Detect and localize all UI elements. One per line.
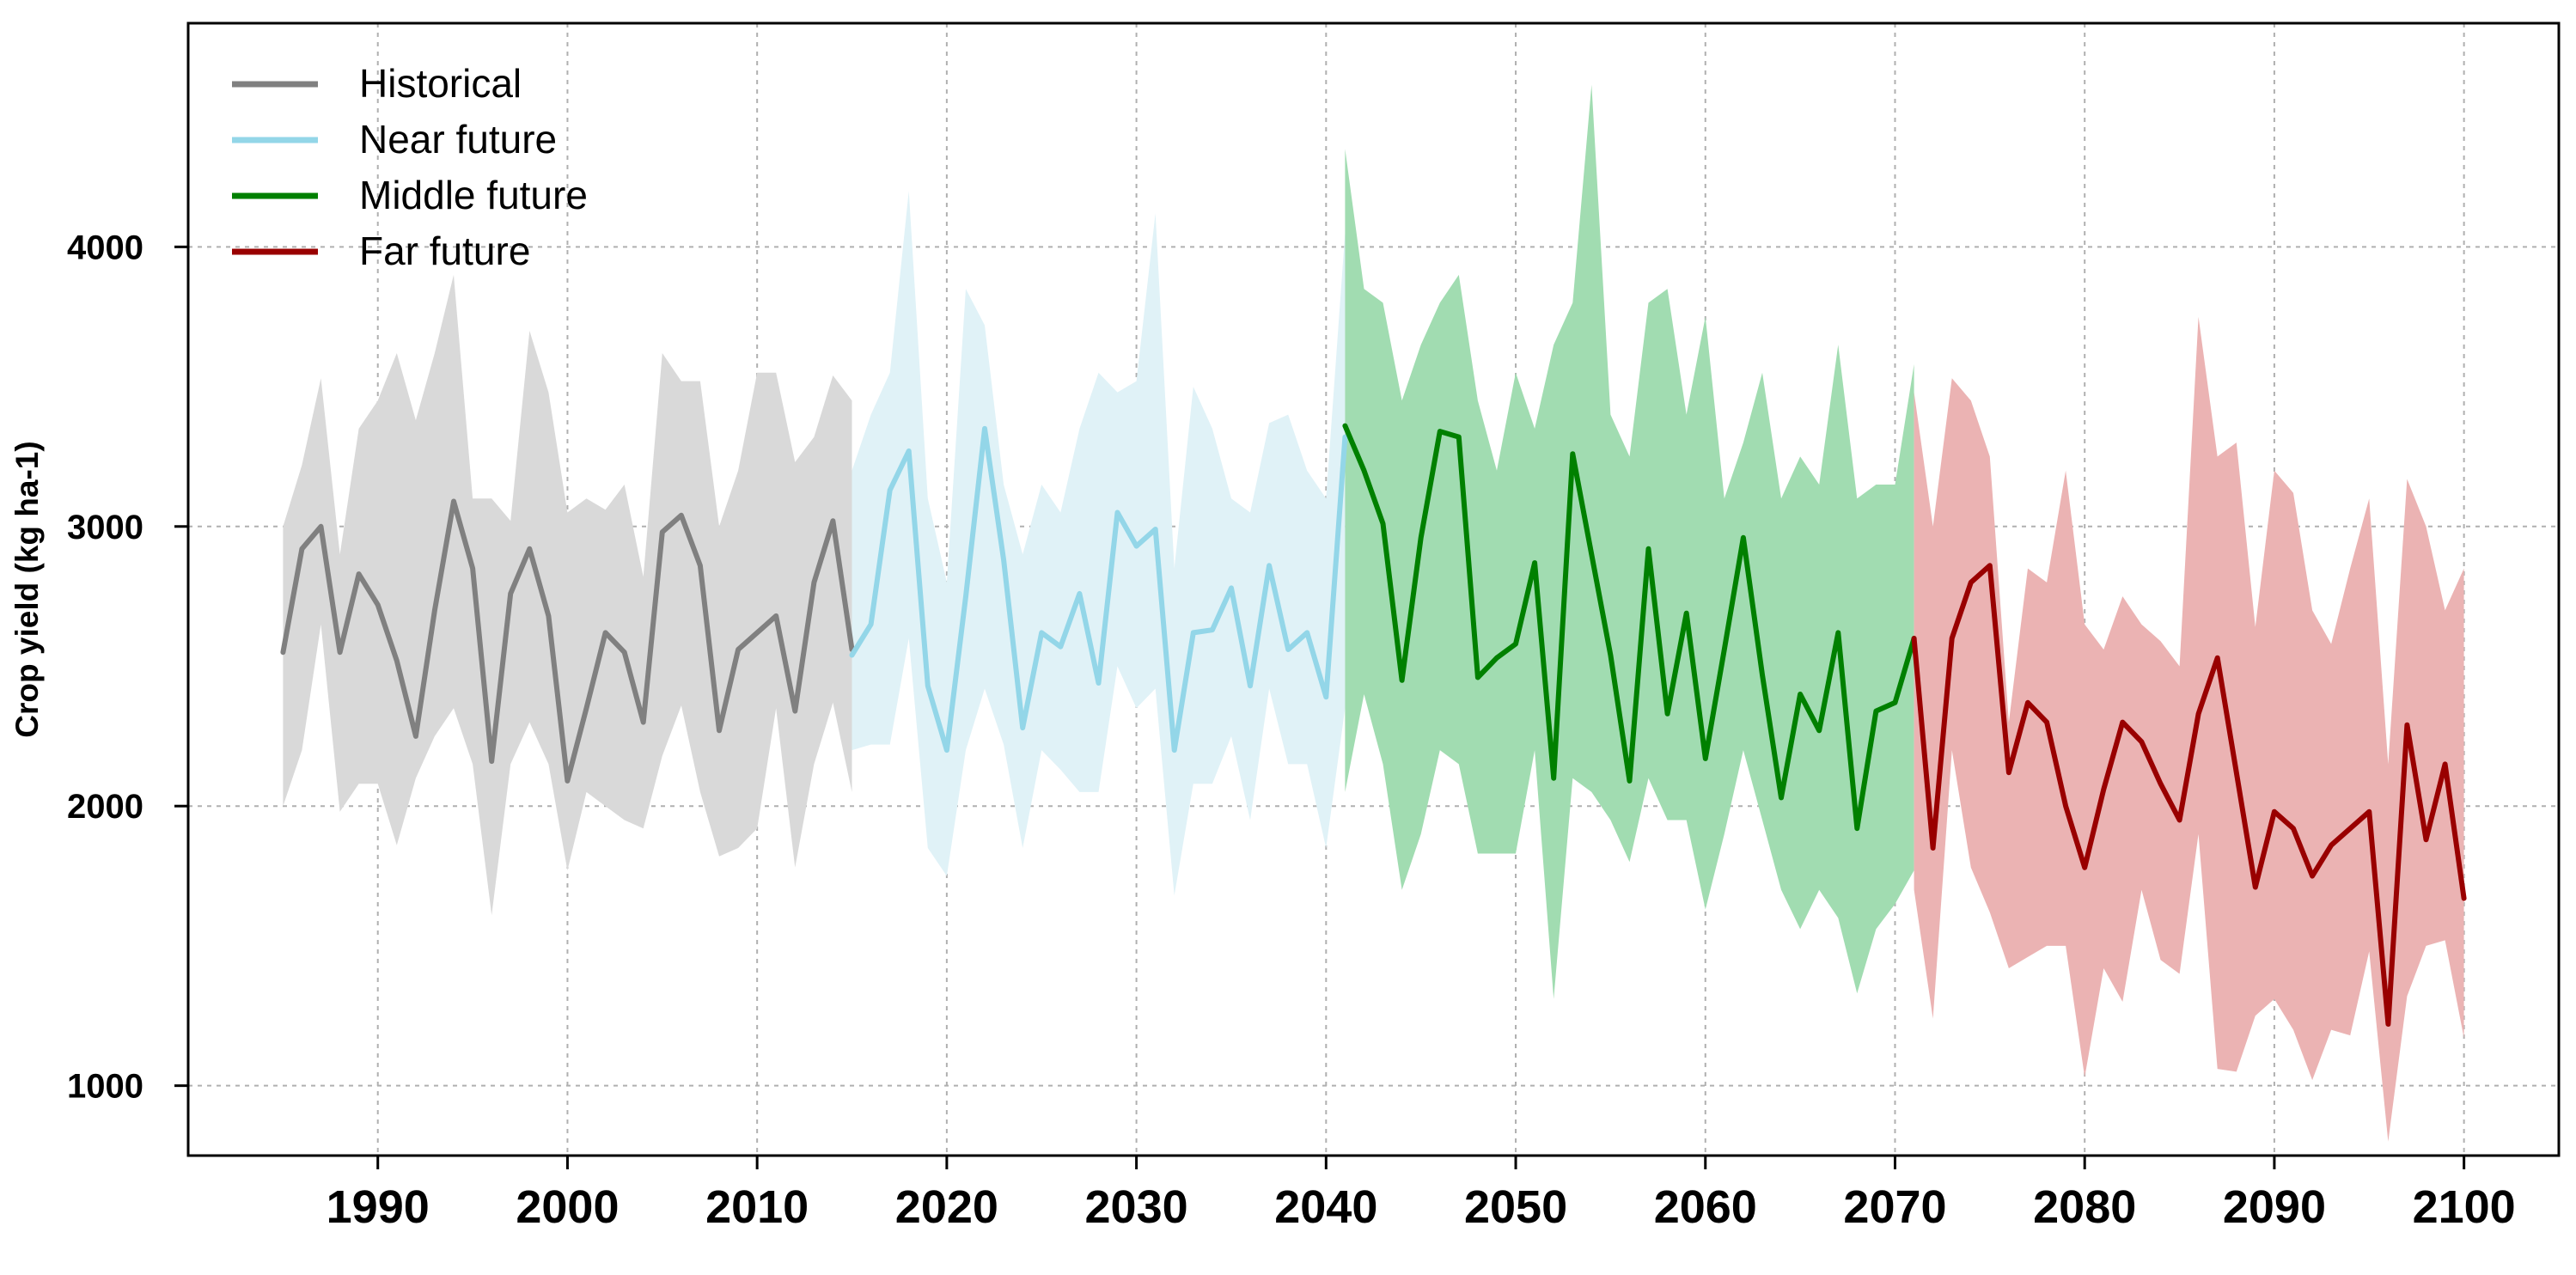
- x-tick-label: 2070: [1843, 1181, 1946, 1233]
- x-tick-label: 2090: [2223, 1181, 2326, 1233]
- axis-layer: 1990 2000 2010 2020 2030 2040 2050 2060 2070 2080…: [67, 229, 2516, 1233]
- x-tick-label: 2100: [2413, 1181, 2516, 1233]
- x-tick-label: 2030: [1085, 1181, 1188, 1233]
- historical-range-band: [283, 274, 852, 916]
- x-tick-label: 2040: [1274, 1181, 1377, 1233]
- y-axis-label: Crop yield (kg ha-1): [9, 441, 45, 737]
- middle-future-range-band: [1345, 84, 1914, 999]
- legend-label-near-future: Near future: [359, 117, 557, 162]
- x-tick-label: 2010: [705, 1181, 809, 1233]
- near-future-range-band: [852, 191, 1346, 896]
- line-layer: [280, 423, 2467, 1027]
- x-tick-label: 2050: [1464, 1181, 1567, 1233]
- near-future-series-line: [849, 425, 1348, 753]
- x-tick-label: 2000: [516, 1181, 619, 1233]
- legend: Historical Near future Middle future Far fu…: [232, 61, 588, 273]
- historical-series-line: [280, 498, 855, 784]
- x-tick-label: 1990: [327, 1181, 430, 1233]
- x-tick-label: 2020: [895, 1181, 998, 1233]
- x-tick-label: 2080: [2033, 1181, 2136, 1233]
- band-layer: [283, 84, 2464, 1142]
- legend-label-historical: Historical: [359, 61, 522, 106]
- far-future-series-line: [1911, 563, 2467, 1027]
- legend-label-middle-future: Middle future: [359, 173, 588, 217]
- middle-future-series-line: [1342, 423, 1917, 832]
- x-tick-label: 2060: [1654, 1181, 1757, 1233]
- y-tick-label: 1000: [67, 1068, 143, 1106]
- y-tick-label: 4000: [67, 229, 143, 266]
- legend-label-far-future: Far future: [359, 229, 530, 273]
- plot-frame: [186, 21, 2561, 1157]
- y-tick-label: 3000: [67, 509, 143, 546]
- far-future-range-band: [1914, 316, 2464, 1142]
- y-tick-label: 2000: [67, 788, 143, 826]
